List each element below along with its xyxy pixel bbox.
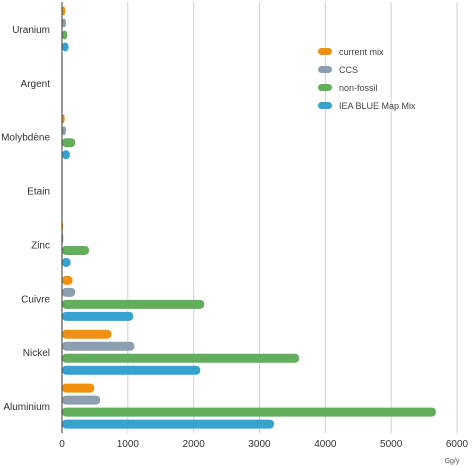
category-label: Cuivre bbox=[21, 294, 50, 305]
bar-ccs bbox=[62, 126, 66, 136]
bar-ccs bbox=[62, 287, 76, 297]
x-tick-label: 6000 bbox=[446, 439, 469, 450]
bar-iea-blue-map-mix bbox=[62, 257, 71, 267]
bar-current-mix bbox=[62, 383, 95, 393]
category-label: Zinc bbox=[31, 240, 50, 251]
bars bbox=[62, 6, 436, 429]
category-label: Nickel bbox=[23, 348, 50, 359]
bar-ccs bbox=[62, 341, 135, 351]
legend-label: IEA BLUE Map Mix bbox=[339, 101, 416, 111]
category-label: Molybdène bbox=[1, 133, 50, 144]
category-label: Argent bbox=[21, 79, 51, 90]
legend-swatch bbox=[318, 84, 332, 91]
bar-current-mix bbox=[62, 329, 112, 339]
bar-current-mix bbox=[62, 275, 73, 285]
x-axis: 0 1000 2000 3000 4000 5000 6000 bbox=[59, 439, 468, 450]
bar-iea-blue-map-mix bbox=[62, 311, 134, 321]
bar-non-fossil bbox=[62, 299, 205, 309]
category-label: Uranium bbox=[12, 25, 50, 36]
bar-current-mix bbox=[62, 114, 65, 124]
bar-non-fossil bbox=[62, 407, 436, 417]
category-label: Aluminium bbox=[3, 402, 50, 413]
bar-iea-blue-map-mix bbox=[62, 365, 201, 375]
x-tick-label: 2000 bbox=[183, 439, 206, 450]
bar-non-fossil bbox=[62, 245, 89, 255]
y-axis: Uranium Argent Molybdène Etain Zinc Cuivre Nic… bbox=[1, 2, 63, 433]
legend-label: non-fossil bbox=[339, 83, 378, 93]
bar-iea-blue-map-mix bbox=[62, 419, 274, 429]
bar-ccs bbox=[62, 395, 101, 405]
x-tick-label: 0 bbox=[59, 439, 65, 450]
bar-non-fossil bbox=[62, 30, 68, 40]
category-label: Etain bbox=[27, 187, 50, 198]
bar-non-fossil bbox=[62, 138, 76, 148]
bar-iea-blue-map-mix bbox=[62, 150, 70, 160]
legend-label: current mix bbox=[339, 47, 384, 57]
bar-non-fossil bbox=[62, 353, 299, 363]
bar-iea-blue-map-mix bbox=[62, 42, 69, 52]
bar-ccs bbox=[62, 18, 66, 28]
x-tick-label: 1000 bbox=[117, 439, 140, 450]
legend: current mix CCS non-fossil IEA BLUE Map Mix bbox=[318, 47, 416, 111]
bar-current-mix bbox=[62, 6, 66, 16]
legend-swatch bbox=[318, 48, 332, 55]
legend-label: CCS bbox=[339, 65, 358, 75]
x-tick-label: 3000 bbox=[248, 439, 271, 450]
legend-swatch bbox=[318, 102, 332, 109]
x-tick-label: 5000 bbox=[380, 439, 403, 450]
legend-swatch bbox=[318, 66, 332, 73]
x-tick-label: 4000 bbox=[314, 439, 337, 450]
x-axis-unit-label: Gg/y bbox=[445, 458, 460, 465]
